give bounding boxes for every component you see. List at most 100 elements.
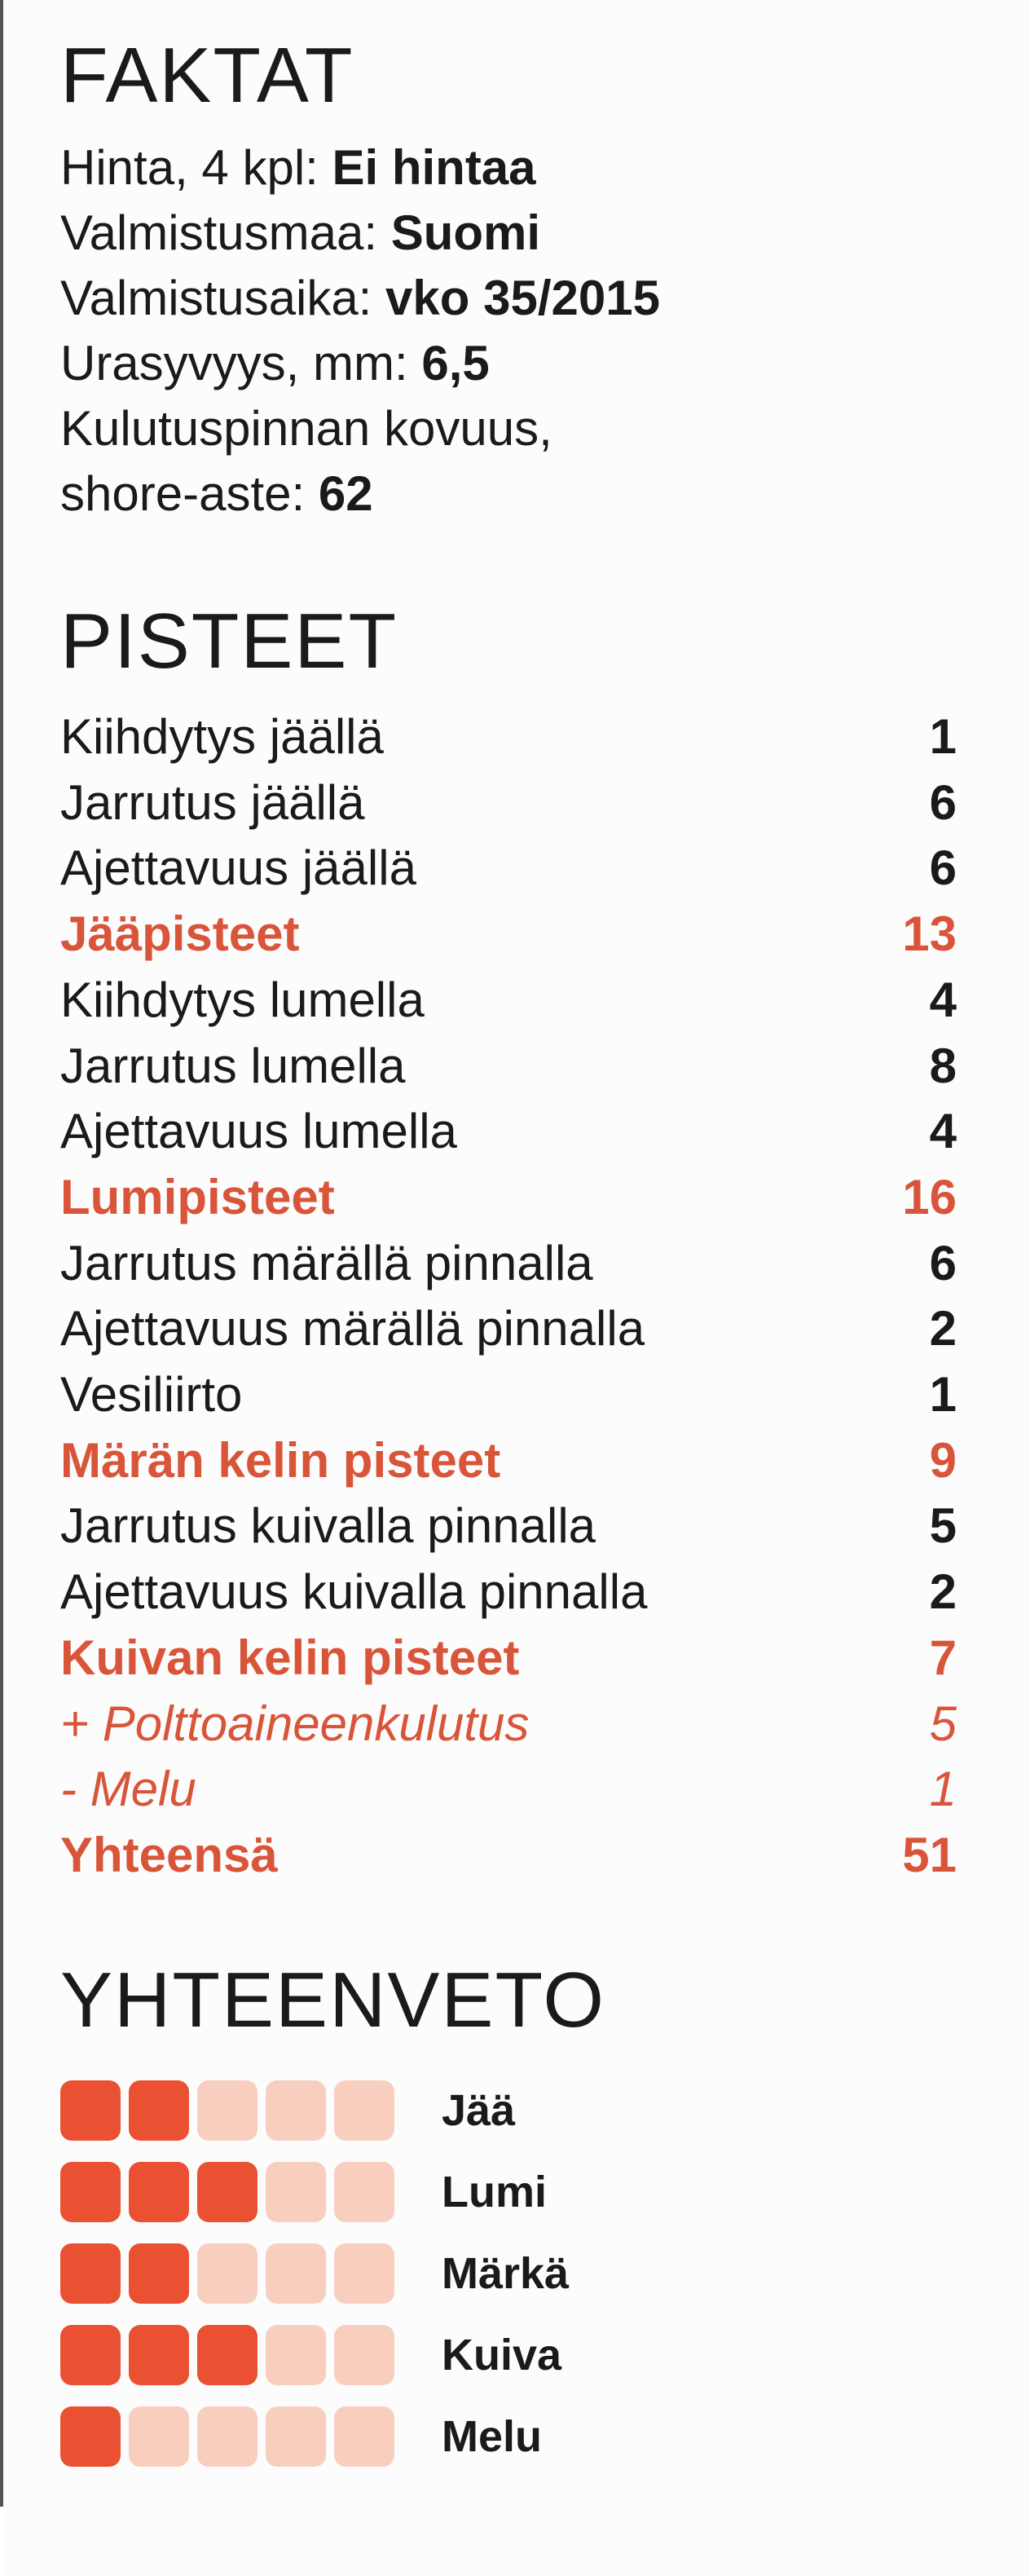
score-row-item: Jarrutus lumella 8	[60, 1034, 957, 1100]
fact-label: Valmistusaika:	[60, 271, 372, 325]
fact-value: Suomi	[390, 205, 541, 260]
rating-dot-empty	[266, 2161, 326, 2222]
rating-dot-filled	[129, 2080, 189, 2141]
score-value: 6	[929, 1235, 957, 1290]
scores-heading: PISTEET	[60, 598, 398, 685]
fact-value: vko 35/2015	[385, 271, 660, 325]
fact-shore: shore-aste: 62	[60, 461, 957, 527]
rating-dot-filled	[60, 2161, 121, 2222]
rating-dots	[60, 2324, 394, 2385]
score-row-total: Yhteensä 51	[60, 1823, 957, 1889]
rating-dot-empty	[334, 2406, 394, 2467]
score-label: Vesiliirto	[60, 1367, 243, 1423]
score-label: Ajettavuus jäällä	[60, 840, 416, 896]
score-value: 5	[929, 1696, 957, 1751]
score-value: 9	[929, 1432, 957, 1488]
score-value: 8	[929, 1038, 957, 1093]
score-row-item: Ajettavuus märällä pinnalla 2	[60, 1296, 957, 1362]
score-row-item: Jarrutus kuivalla pinnalla 5	[60, 1493, 957, 1559]
summary-row: Märkä	[60, 2233, 957, 2314]
fact-label: Hinta, 4 kpl:	[60, 140, 319, 195]
score-label: Ajettavuus kuivalla pinnalla	[60, 1564, 648, 1620]
score-label: + Polttoaineenkulutus	[60, 1696, 530, 1751]
score-row-item: Kiihdytys lumella 4	[60, 968, 957, 1034]
score-value: 6	[929, 840, 957, 896]
summary-row: Melu	[60, 2396, 957, 2477]
score-label: Ajettavuus märällä pinnalla	[60, 1301, 645, 1356]
score-value: 4	[929, 972, 957, 1027]
score-row-subtotal: Kuivan kelin pisteet 7	[60, 1625, 957, 1692]
rating-dot-empty	[266, 2324, 326, 2385]
rating-dots	[60, 2161, 394, 2222]
summary-label: Märkä	[442, 2248, 570, 2298]
score-label: Lumipisteet	[60, 1169, 335, 1224]
score-value: 1	[929, 709, 957, 764]
score-row-modifier: - Melu 1	[60, 1757, 957, 1823]
rating-dot-filled	[60, 2243, 121, 2304]
rating-dot-empty	[334, 2243, 394, 2304]
summary-row: Jää	[60, 2070, 957, 2151]
rating-dot-filled	[60, 2080, 121, 2141]
rating-dot-filled	[60, 2406, 121, 2467]
rating-dot-empty	[266, 2243, 326, 2304]
summary-label: Kuiva	[442, 2330, 562, 2380]
score-value: 16	[902, 1169, 957, 1224]
score-label: Jääpisteet	[60, 906, 300, 962]
rating-dot-filled	[60, 2324, 121, 2385]
score-row-item: Vesiliirto 1	[60, 1362, 957, 1428]
fact-value: 62	[318, 466, 373, 521]
rating-dot-filled	[197, 2324, 258, 2385]
fact-value: Ei hintaa	[332, 140, 536, 195]
score-row-modifier: + Polttoaineenkulutus 5	[60, 1692, 957, 1758]
score-row-item: Ajettavuus jäällä 6	[60, 836, 957, 902]
rating-dot-empty	[197, 2406, 258, 2467]
score-value: 7	[929, 1630, 957, 1685]
score-label: - Melu	[60, 1762, 196, 1817]
score-label: Kiihdytys jäällä	[60, 709, 384, 764]
rating-dot-filled	[129, 2161, 189, 2222]
score-label: Jarrutus märällä pinnalla	[60, 1235, 593, 1290]
score-value: 51	[902, 1827, 957, 1882]
tire-test-panel: FAKTAT Hinta, 4 kpl: Ei hintaa Valmistus…	[3, 0, 1030, 2576]
rating-dot-empty	[197, 2243, 258, 2304]
score-row-subtotal: Lumipisteet 16	[60, 1165, 957, 1231]
summary-label: Lumi	[442, 2167, 547, 2217]
score-row-subtotal: Jääpisteet 13	[60, 902, 957, 968]
summary-label: Jää	[442, 2085, 516, 2135]
fact-label: shore-aste:	[60, 466, 306, 521]
fact-label: Valmistusmaa:	[60, 205, 378, 260]
summary-row: Kuiva	[60, 2314, 957, 2396]
scores-list: Kiihdytys jäällä 1 Jarrutus jäällä 6 Ajettav…	[60, 704, 957, 1889]
score-row-item: Jarrutus märällä pinnalla 6	[60, 1231, 957, 1297]
score-row-item: Kiihdytys jäällä 1	[60, 704, 957, 770]
rating-dot-empty	[129, 2406, 189, 2467]
rating-dot-empty	[266, 2080, 326, 2141]
score-label: Jarrutus kuivalla pinnalla	[60, 1498, 596, 1554]
fact-price: Hinta, 4 kpl: Ei hintaa	[60, 135, 957, 201]
rating-dot-empty	[197, 2080, 258, 2141]
score-label: Jarrutus jäällä	[60, 774, 365, 830]
fact-country: Valmistusmaa: Suomi	[60, 201, 957, 266]
fact-hardness-label: Kulutuspinnan kovuus,	[60, 396, 957, 461]
summary-list: Jää Lumi Märkä Kuiva Melu	[60, 2070, 957, 2477]
rating-dots	[60, 2080, 394, 2141]
rating-dots	[60, 2406, 394, 2467]
facts-list: Hinta, 4 kpl: Ei hintaa Valmistusmaa: Su…	[60, 135, 957, 527]
score-value: 2	[929, 1564, 957, 1620]
rating-dot-filled	[129, 2324, 189, 2385]
fact-tread-depth: Urasyvyys, mm: 6,5	[60, 331, 957, 396]
rating-dot-empty	[334, 2324, 394, 2385]
score-value: 5	[929, 1498, 957, 1554]
rating-dot-empty	[266, 2406, 326, 2467]
score-label: Kuivan kelin pisteet	[60, 1630, 520, 1685]
score-row-item: Ajettavuus kuivalla pinnalla 2	[60, 1559, 957, 1625]
rating-dot-empty	[334, 2161, 394, 2222]
facts-heading: FAKTAT	[60, 32, 354, 119]
score-label: Kiihdytys lumella	[60, 972, 425, 1027]
panel-content: FAKTAT Hinta, 4 kpl: Ei hintaa Valmistus…	[60, 31, 957, 2477]
fact-value: 6,5	[421, 336, 490, 390]
summary-row: Lumi	[60, 2151, 957, 2233]
rating-dot-filled	[197, 2161, 258, 2222]
score-value: 1	[929, 1367, 957, 1423]
score-value: 2	[929, 1301, 957, 1356]
